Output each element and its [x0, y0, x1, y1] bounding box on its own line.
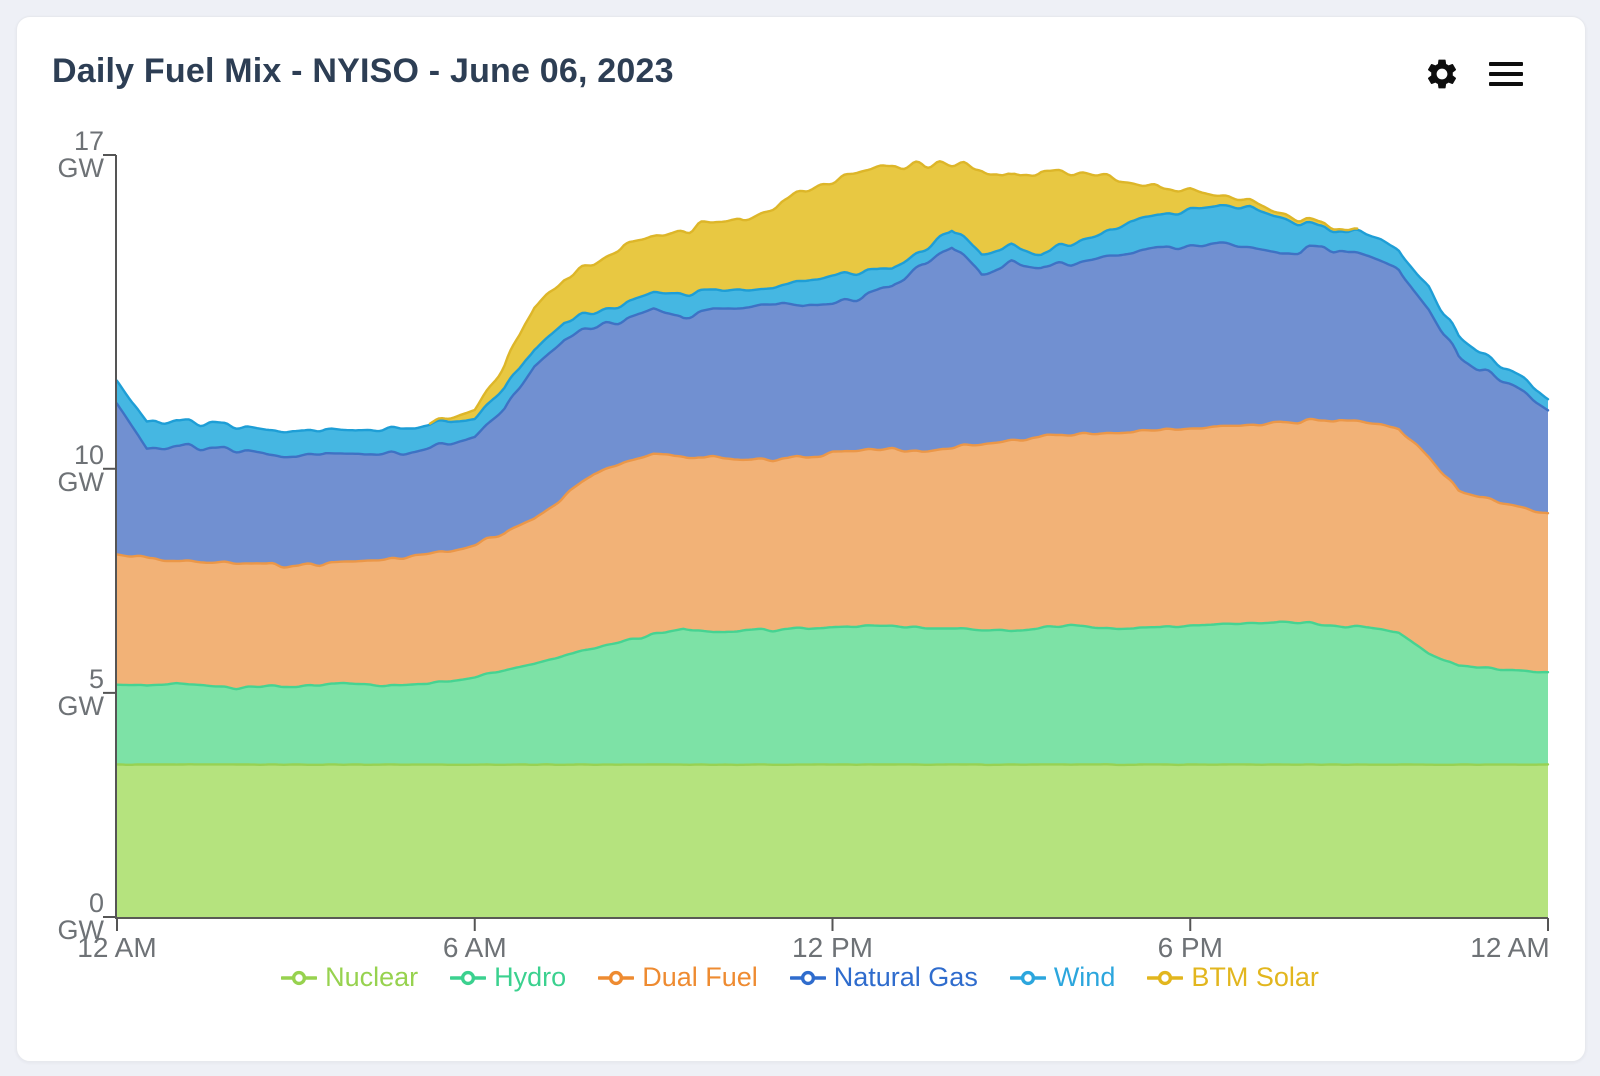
settings-gear-icon[interactable] — [1424, 56, 1460, 92]
x-axis-label-6am: 6 AM — [442, 932, 507, 963]
legend-item-dual-fuel[interactable]: Dual Fuel — [598, 962, 758, 993]
legend-label: Natural Gas — [833, 962, 978, 992]
legend-label: BTM Solar — [1191, 962, 1319, 992]
x-axis-label-12am: 12 AM — [1470, 932, 1550, 963]
legend-label: Nuclear — [325, 962, 419, 992]
legend-item-natural-gas[interactable]: Natural Gas — [789, 962, 978, 993]
legend-label: Wind — [1053, 962, 1116, 992]
legend-item-wind[interactable]: Wind — [1009, 962, 1116, 993]
x-axis-label-12am: 12 AM — [77, 932, 157, 963]
y-axis-label-17gw: 17 GW — [57, 126, 105, 183]
legend-marker-icon — [450, 970, 487, 985]
y-axis-label-5gw: 5 GW — [57, 663, 105, 721]
legend-marker-icon — [598, 970, 635, 985]
legend-item-btm-solar[interactable]: BTM Solar — [1147, 962, 1319, 993]
y-axis-label-0gw: 0 GW — [57, 888, 105, 945]
y-axis-label-10gw: 10 GW — [57, 439, 105, 497]
legend-item-hydro[interactable]: Hydro — [450, 962, 566, 993]
legend-marker-icon — [1009, 970, 1046, 985]
legend-label: Hydro — [494, 962, 567, 992]
legend-marker-icon — [789, 970, 826, 985]
legend-label: Dual Fuel — [642, 962, 758, 992]
chart-plot-area[interactable] — [117, 155, 1548, 917]
legend-marker-icon — [281, 970, 318, 985]
chart-legend: Nuclear Hydro Dual Fuel Natural Gas Wind BTM … — [0, 962, 1600, 993]
legend-marker-icon — [1147, 970, 1184, 985]
x-axis-label-12pm: 12 PM — [792, 932, 873, 963]
x-axis-label-6pm: 6 PM — [1157, 932, 1223, 963]
chart-toolbar — [1424, 56, 1524, 92]
legend-item-nuclear[interactable]: Nuclear — [281, 962, 418, 993]
chart-title: Daily Fuel Mix - NYISO - June 06, 2023 — [52, 52, 674, 90]
menu-hamburger-icon[interactable] — [1488, 56, 1524, 92]
